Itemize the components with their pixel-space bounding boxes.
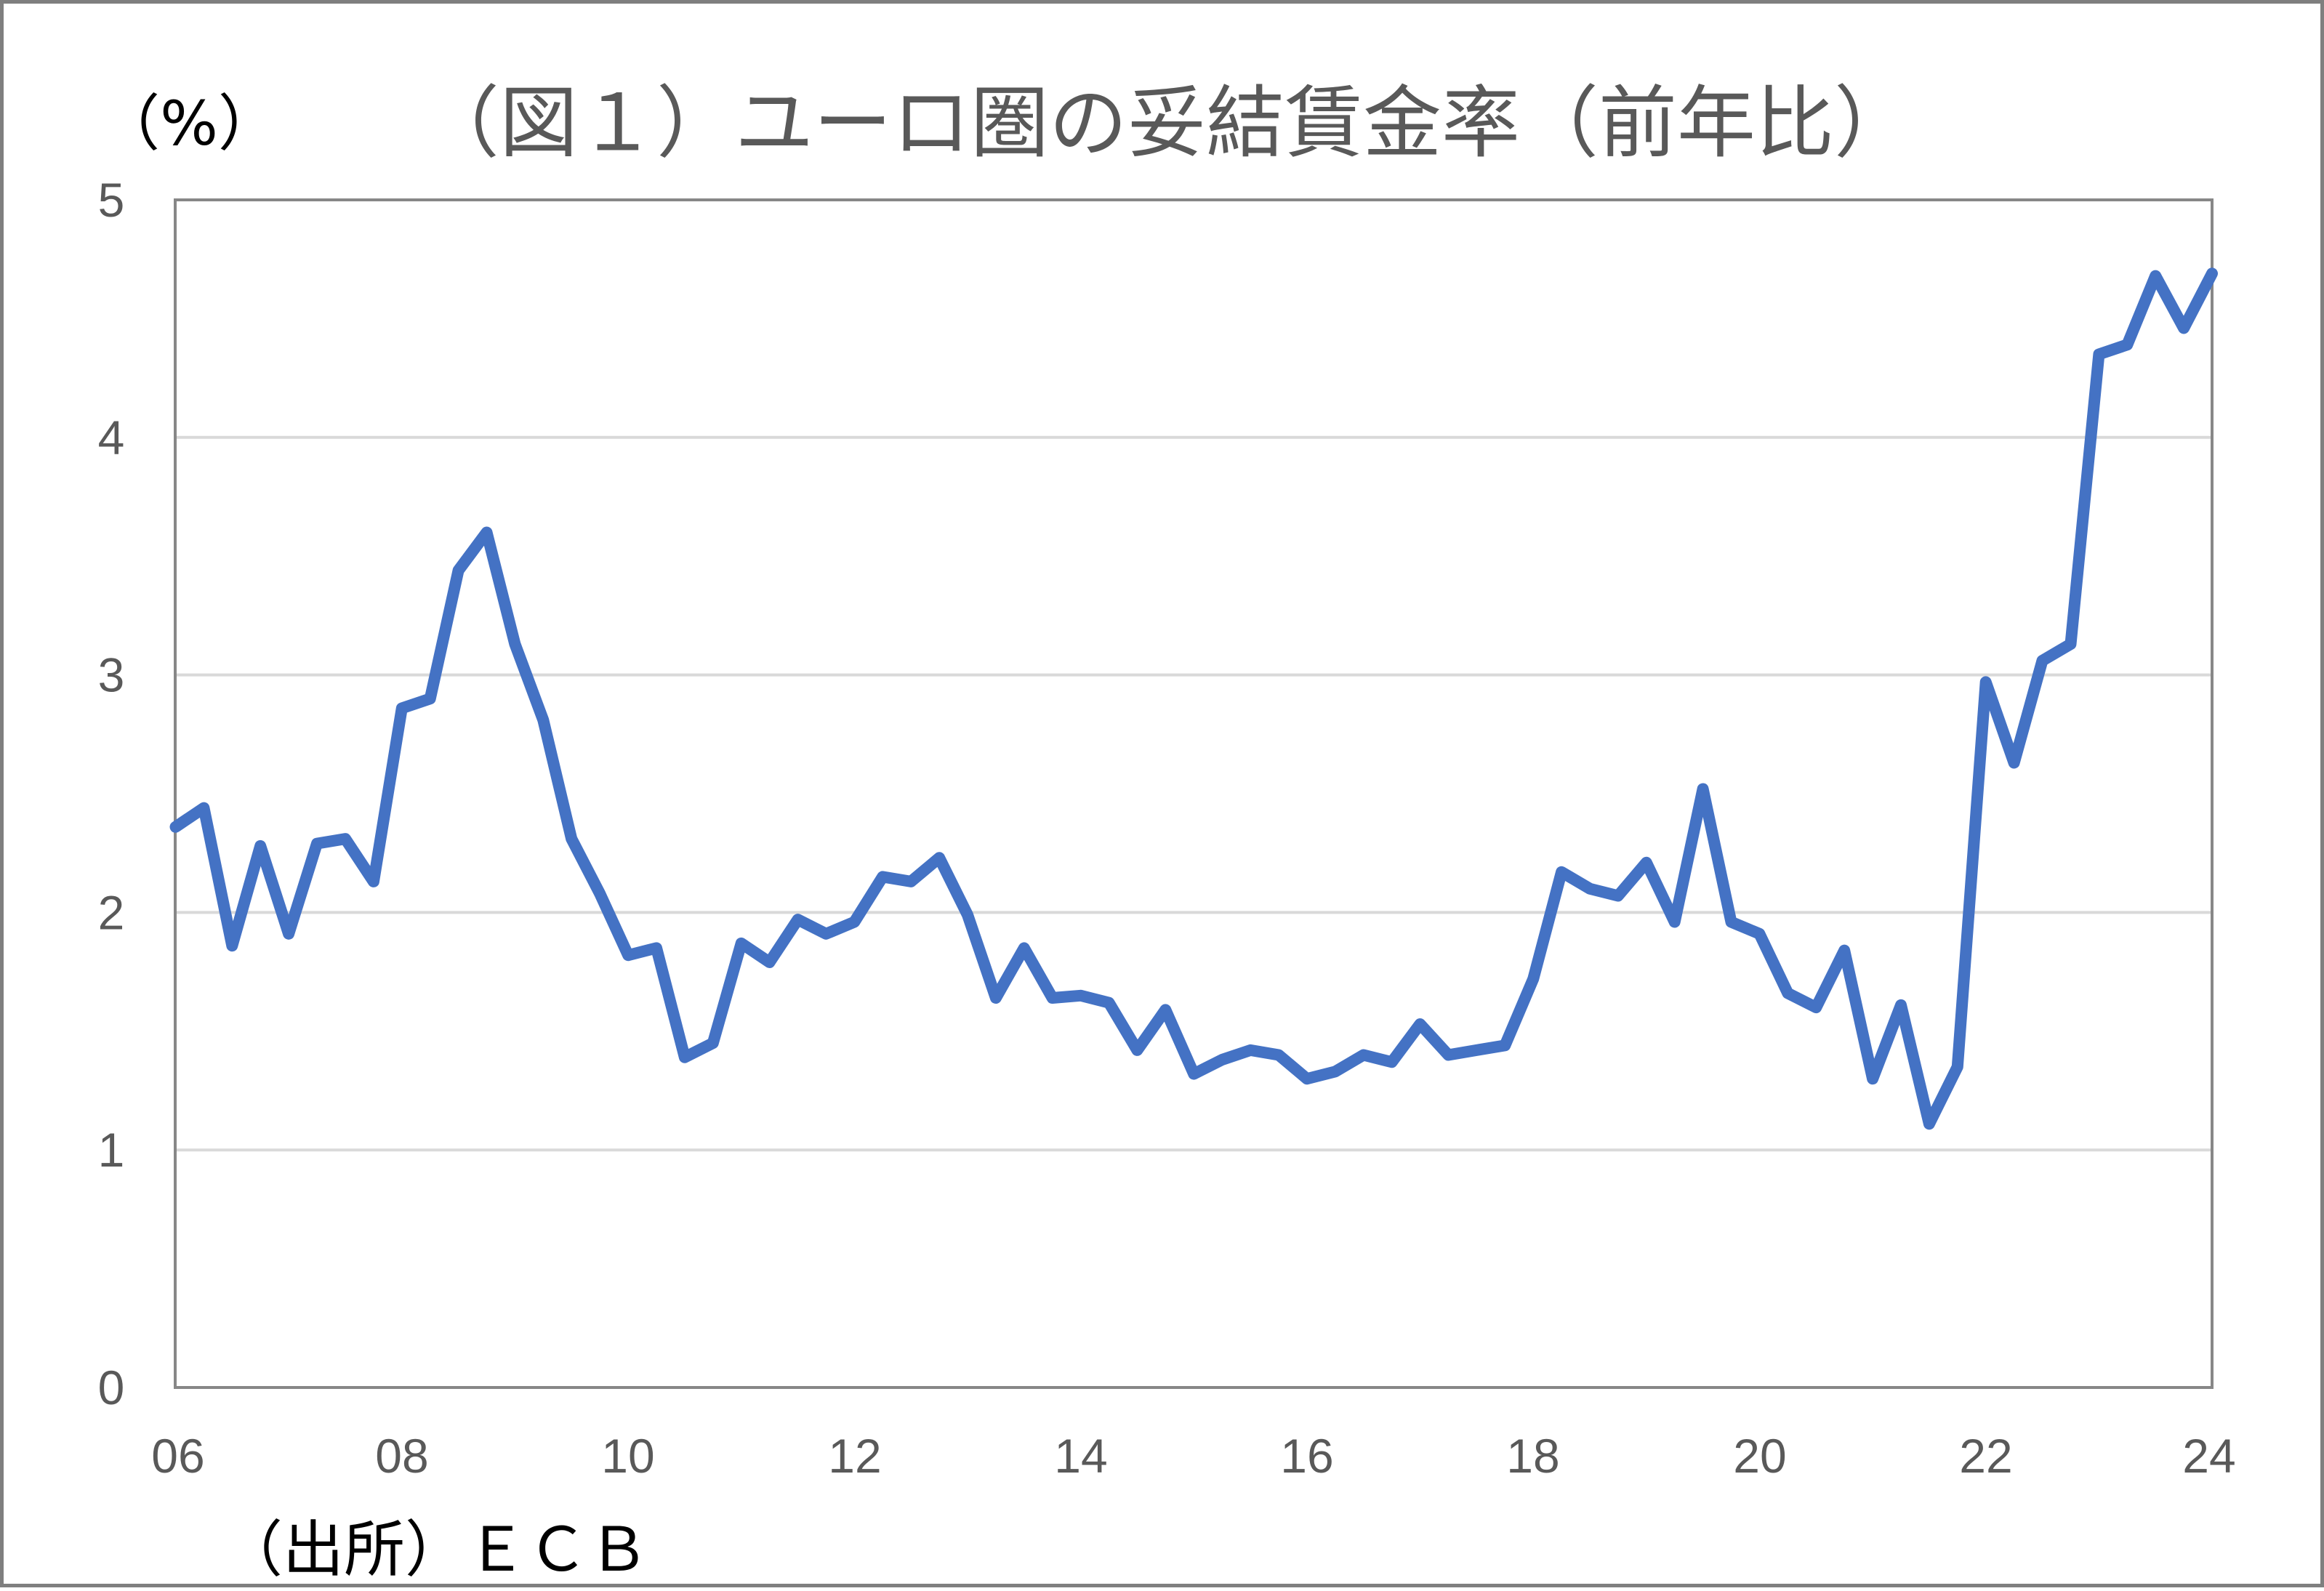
source-note: （出所）ＥＣＢ: [222, 1514, 649, 1585]
x-tick-label: 10: [601, 1429, 654, 1483]
chart-title: （図１）ユーロ圏の妥結賃金率（前年比）: [421, 78, 1913, 169]
x-tick-label: 20: [1733, 1429, 1786, 1483]
y-tick-label: 1: [98, 1123, 125, 1177]
x-tick-label: 08: [375, 1429, 428, 1483]
x-tick-label: 06: [151, 1429, 204, 1483]
x-tick-label: 12: [828, 1429, 881, 1483]
line-chart: （%） （図１）ユーロ圏の妥結賃金率（前年比） 0 1 2 3 4 5 06 0…: [98, 78, 2236, 1586]
y-tick-label: 5: [98, 173, 125, 227]
x-tick-label: 16: [1280, 1429, 1333, 1483]
data-line: [169, 267, 2218, 1130]
y-tick-label: 0: [98, 1361, 125, 1414]
y-tick-label: 4: [98, 411, 125, 464]
x-tick-label: 24: [2182, 1429, 2235, 1483]
x-tick-label: 22: [1959, 1429, 2012, 1483]
x-tick-label: 14: [1054, 1429, 1107, 1483]
x-axis: 06 08 10 12 14 16 18 20 22 24: [151, 1429, 2235, 1483]
y-tick-label: 2: [98, 885, 125, 939]
plot-area: [174, 198, 2214, 1389]
gridlines: [175, 435, 2212, 1152]
y-axis: 0 1 2 3 4 5: [98, 173, 125, 1414]
x-tick-label: 18: [1506, 1429, 1559, 1483]
y-tick-label: 3: [98, 648, 125, 702]
y-axis-unit-label: （%）: [99, 88, 279, 159]
